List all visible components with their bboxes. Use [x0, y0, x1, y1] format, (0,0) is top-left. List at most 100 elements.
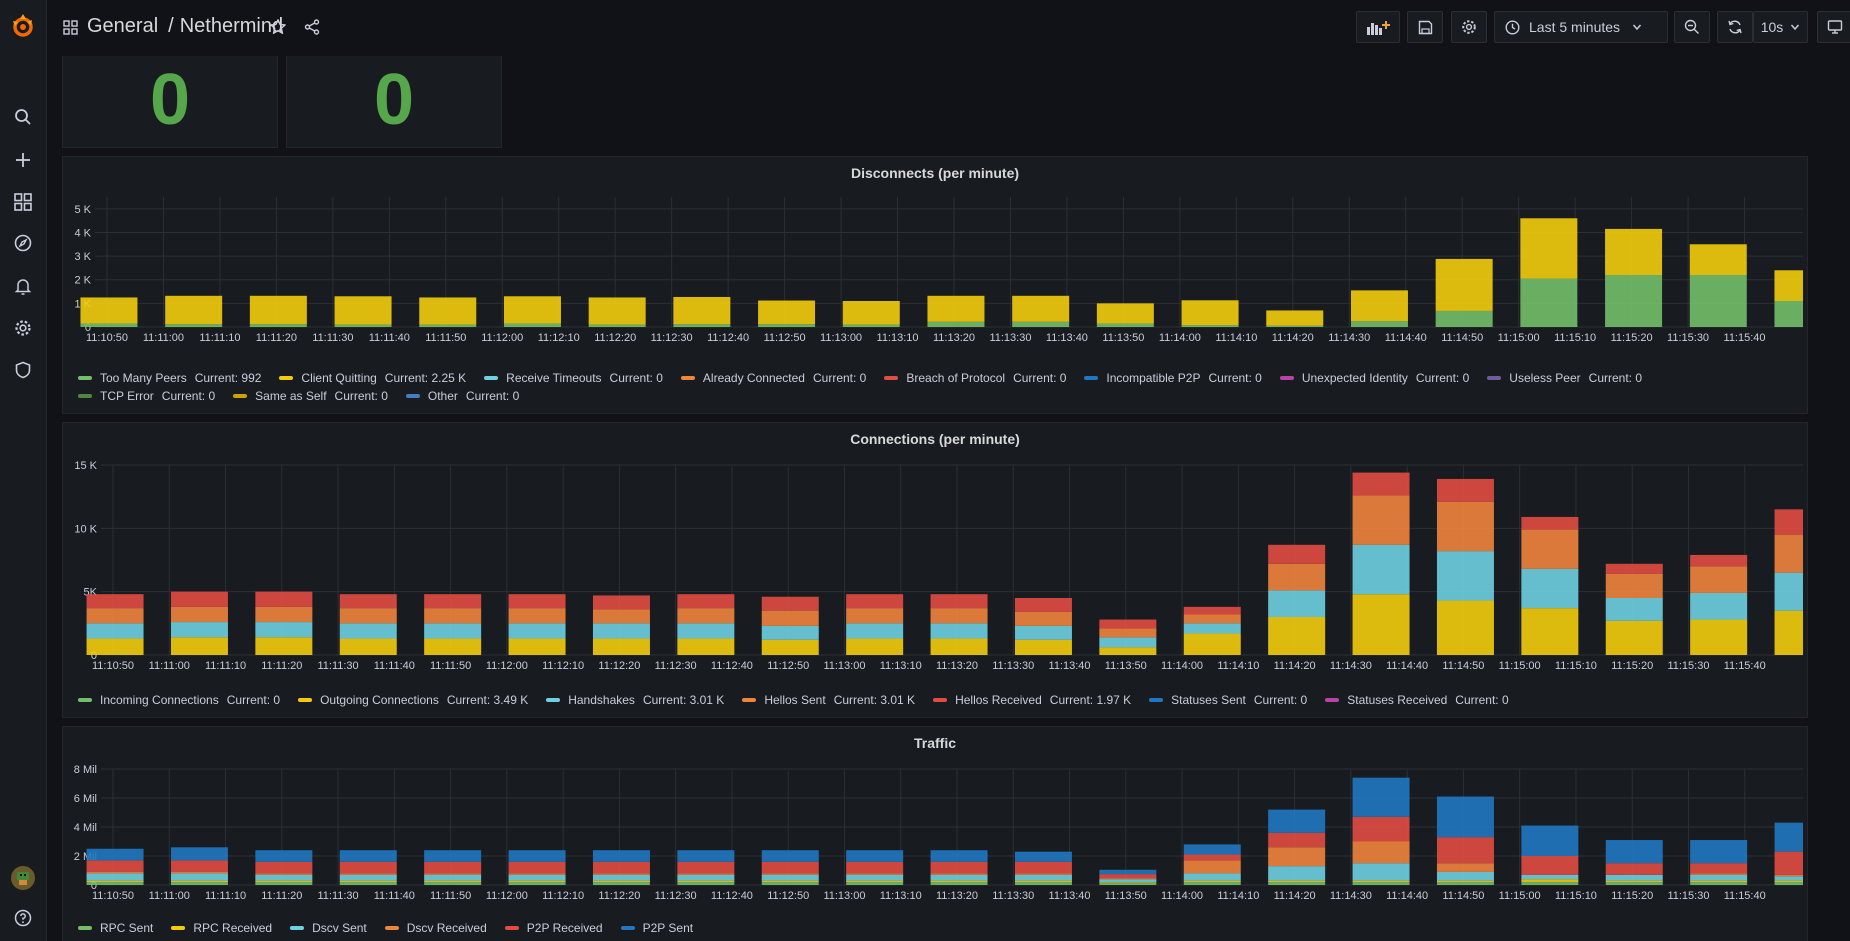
breadcrumb-folder[interactable]: General	[87, 15, 159, 37]
panel-title[interactable]: Connections (per minute)	[850, 431, 1020, 447]
bar-segment	[334, 296, 392, 325]
bar-segment	[170, 606, 228, 623]
bar-segment	[1690, 592, 1748, 620]
bar-segment	[842, 324, 900, 327]
dashboards-icon[interactable]	[0, 184, 46, 220]
legend-swatch	[620, 926, 635, 930]
bar-segment	[761, 882, 819, 885]
legend-item[interactable]: Same as Self Current: 0	[233, 389, 388, 403]
legend-label: Useless Peer	[1509, 371, 1581, 385]
bar-segment	[1352, 880, 1410, 883]
legend-item[interactable]: Already Connected Current: 0	[680, 371, 866, 385]
refresh-button[interactable]	[1717, 11, 1753, 43]
legend-item[interactable]: Hellos Received Current: 1.97 K	[933, 693, 1131, 707]
legend-label: Hellos Sent	[764, 693, 826, 707]
bar-segment	[1268, 866, 1326, 881]
bar-segment	[1268, 590, 1326, 617]
bar-segment	[592, 850, 650, 862]
legend-item[interactable]: TCP Error Current: 0	[78, 389, 215, 403]
legend-item[interactable]: Receive Timeouts Current: 0	[484, 371, 663, 385]
legend-item[interactable]: Unexpected Identity Current: 0	[1279, 371, 1469, 385]
x-tick-label: 11:12:50	[767, 660, 809, 672]
legend-item[interactable]: Statuses Received Current: 0	[1325, 693, 1509, 707]
x-tick-label: 11:12:40	[711, 890, 753, 902]
dashboard-settings-button[interactable]	[1451, 11, 1487, 43]
legend-item[interactable]: Statuses Sent Current: 0	[1149, 693, 1307, 707]
bar-segment	[1268, 832, 1326, 848]
legend-item[interactable]: Dscv Received	[384, 921, 487, 935]
bar-segment	[677, 874, 735, 881]
bar-segment	[1352, 594, 1410, 655]
add-panel-button[interactable]	[1356, 11, 1400, 43]
bar-segment	[86, 882, 144, 885]
grafana-logo-icon[interactable]	[0, 6, 46, 46]
legend-item[interactable]: Breach of Protocol Current: 0	[884, 371, 1066, 385]
x-tick-label: 11:12:30	[655, 660, 697, 672]
search-icon[interactable]	[0, 99, 46, 135]
x-tick-label: 11:14:40	[1386, 890, 1428, 902]
shield-icon[interactable]	[0, 352, 46, 388]
bar-segment	[255, 882, 313, 885]
explore-compass-icon[interactable]	[0, 225, 46, 261]
legend-item[interactable]: Handshakes Current: 3.01 K	[546, 693, 724, 707]
x-tick-label: 11:11:50	[430, 890, 471, 902]
legend-label: Statuses Received	[1347, 693, 1448, 707]
bar-segment	[1352, 816, 1410, 842]
x-tick-label: 11:14:50	[1442, 660, 1484, 672]
legend-item[interactable]: Client Quitting Current: 2.25 K	[279, 371, 466, 385]
legend-item[interactable]: RPC Received	[171, 921, 272, 935]
bar-segment	[761, 610, 819, 626]
alerting-bell-icon[interactable]	[0, 268, 46, 304]
bar-segment	[1521, 516, 1579, 530]
bar-segment	[424, 861, 482, 874]
bar-segment	[1350, 321, 1408, 327]
panel-title[interactable]: Traffic	[913, 735, 956, 751]
bar-segment	[86, 638, 144, 655]
star-icon[interactable]	[269, 18, 287, 39]
legend-item[interactable]: Hellos Sent Current: 3.01 K	[742, 693, 915, 707]
panel-title[interactable]: Disconnects (per minute)	[850, 165, 1020, 181]
time-range-picker[interactable]: Last 5 minutes	[1494, 11, 1668, 43]
legend-label: Other	[427, 389, 458, 403]
legend-current-value: Current: 3.01 K	[642, 693, 725, 707]
x-tick-label: 11:11:10	[205, 660, 246, 672]
legend-swatch	[290, 926, 305, 930]
legend-item[interactable]: Outgoing Connections Current: 3.49 K	[298, 693, 528, 707]
settings-gear-icon[interactable]	[0, 310, 46, 346]
bar-segment	[1352, 841, 1410, 864]
cycle-view-mode-button[interactable]	[1817, 11, 1850, 43]
legend-item[interactable]: P2P Received	[504, 921, 603, 935]
legend-item[interactable]: Dscv Sent	[290, 921, 367, 935]
bar-segment	[339, 880, 397, 883]
legend-swatch	[78, 698, 92, 702]
bar-segment	[508, 874, 566, 881]
monitor-icon	[1827, 20, 1843, 34]
share-icon[interactable]	[304, 19, 320, 38]
x-tick-label: 11:11:40	[374, 890, 415, 902]
bar-segment	[677, 880, 735, 883]
x-tick-label: 11:14:10	[1217, 890, 1259, 902]
legend-item[interactable]: P2P Sent	[620, 921, 693, 935]
zoom-out-button[interactable]	[1674, 11, 1710, 43]
user-avatar[interactable]	[0, 860, 46, 896]
bar-segment	[86, 880, 144, 883]
legend-item[interactable]: RPC Sent	[78, 921, 153, 935]
save-dashboard-button[interactable]	[1407, 11, 1443, 43]
x-tick-label: 11:14:00	[1161, 660, 1203, 672]
breadcrumb-dashboard-title[interactable]: Nethermind	[179, 15, 284, 37]
legend-item[interactable]: Incoming Connections Current: 0	[78, 693, 280, 707]
refresh-interval-picker[interactable]: 10s	[1753, 11, 1808, 43]
help-icon[interactable]	[0, 900, 46, 936]
refresh-icon	[1728, 20, 1742, 34]
x-tick-label: 11:15:10	[1554, 332, 1596, 344]
legend-current-value: Current: 0	[465, 389, 520, 403]
legend-label: Dscv Sent	[312, 921, 367, 935]
legend-item[interactable]: Incompatible P2P Current: 0	[1084, 371, 1262, 385]
bar-segment	[1014, 874, 1072, 881]
plus-icon[interactable]	[0, 142, 46, 178]
legend-item[interactable]: Other Current: 0	[405, 389, 520, 403]
bar-segment	[339, 873, 397, 875]
legend-item[interactable]: Useless Peer Current: 0	[1487, 371, 1642, 385]
legend-item[interactable]: Too Many Peers Current: 992	[78, 371, 261, 385]
